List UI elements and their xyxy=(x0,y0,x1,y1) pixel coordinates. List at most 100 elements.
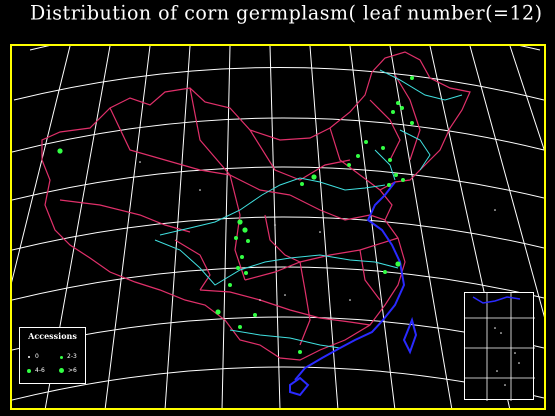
accession-small-point xyxy=(319,231,321,233)
accession-point xyxy=(311,174,317,180)
legend-swatch-4-6 xyxy=(27,369,31,373)
accession-point xyxy=(228,283,232,287)
province-border xyxy=(329,127,381,191)
coast-taiwan xyxy=(402,316,418,355)
accession-small-point xyxy=(274,224,276,226)
legend-label-2-3: 2-3 xyxy=(67,353,77,360)
south-china-sea-inset xyxy=(464,292,535,401)
longitude-lines xyxy=(12,46,544,408)
map-frame xyxy=(10,44,546,410)
inset-island xyxy=(504,384,506,386)
lon-line xyxy=(12,46,71,283)
province-border xyxy=(229,174,246,281)
province-border xyxy=(199,289,371,326)
lon-line xyxy=(104,46,151,408)
accession-point xyxy=(410,121,414,125)
accession-small-points xyxy=(139,161,496,301)
accession-point xyxy=(396,101,400,105)
lat-line-45 xyxy=(12,117,544,153)
accession-point xyxy=(237,219,243,225)
lat-line-40 xyxy=(12,166,544,201)
legend-label-4-6: 4-6 xyxy=(35,367,45,374)
river-songhua xyxy=(399,129,431,171)
accession-small-point xyxy=(139,161,141,163)
province-border xyxy=(394,74,421,161)
province-border xyxy=(249,129,351,181)
accession-point xyxy=(400,106,404,110)
lon-line xyxy=(509,46,544,151)
accession-point xyxy=(388,158,392,162)
lon-line xyxy=(269,46,281,408)
province-border xyxy=(289,194,386,221)
legend-title: Accessions xyxy=(28,331,77,341)
lat-line-30 xyxy=(12,266,544,301)
accession-points xyxy=(57,76,414,354)
legend-label-gt6: >6 xyxy=(68,367,77,374)
inset-island xyxy=(496,370,498,372)
map-title: Distribution of corn germplasm( leaf num… xyxy=(30,1,543,25)
coast-hainan xyxy=(289,376,310,397)
accession-point xyxy=(387,183,391,187)
accession-point xyxy=(242,227,248,233)
accession-point xyxy=(364,140,368,144)
inset-island xyxy=(518,362,520,364)
legend: Accessions 0 2-3 4-6 >6 xyxy=(19,327,86,384)
accession-point xyxy=(394,173,398,177)
accession-point xyxy=(401,178,405,182)
river-heilong xyxy=(379,69,463,101)
accession-point xyxy=(234,236,238,240)
accession-point xyxy=(57,148,63,154)
accession-point xyxy=(215,309,221,315)
inset-coast xyxy=(472,296,521,304)
inset-island xyxy=(500,332,502,334)
accession-point xyxy=(236,266,240,270)
accession-point xyxy=(298,350,302,354)
accession-point xyxy=(238,325,242,329)
accession-small-point xyxy=(494,209,496,211)
accession-point xyxy=(381,146,385,150)
accession-point xyxy=(300,182,304,186)
legend-swatch-0 xyxy=(28,356,30,358)
lat-line-35 xyxy=(12,216,544,251)
accession-point xyxy=(253,313,257,317)
accession-point xyxy=(347,163,351,167)
lat-line-55 xyxy=(29,46,541,51)
accession-small-point xyxy=(199,189,201,191)
accession-point xyxy=(410,76,414,80)
lon-line xyxy=(349,46,396,408)
accession-small-point xyxy=(259,299,261,301)
accession-small-point xyxy=(284,294,286,296)
lon-line xyxy=(389,46,453,408)
province-border xyxy=(244,237,399,281)
province-border xyxy=(264,214,301,263)
inset-island xyxy=(514,352,516,354)
lat-line-50 xyxy=(13,67,544,101)
accession-point xyxy=(356,154,360,158)
accession-point xyxy=(240,255,244,259)
province-border xyxy=(359,249,381,301)
accession-point xyxy=(395,261,401,267)
river-liao xyxy=(374,149,396,181)
accession-point xyxy=(391,110,395,114)
inset-island xyxy=(494,327,496,329)
province-border xyxy=(109,107,231,176)
coastline xyxy=(289,181,418,397)
lon-line xyxy=(469,46,544,318)
river-pearl xyxy=(229,329,341,349)
province-border xyxy=(299,261,311,346)
legend-swatch-2-3 xyxy=(60,356,63,359)
accession-point xyxy=(246,239,250,243)
province-border xyxy=(59,199,191,233)
river-yangtze xyxy=(154,239,399,286)
inset-map xyxy=(465,293,535,401)
legend-swatch-gt6 xyxy=(59,368,64,373)
lon-line xyxy=(221,46,231,408)
province-border xyxy=(369,99,401,161)
rivers xyxy=(154,69,463,349)
province-border xyxy=(189,87,291,196)
coast xyxy=(294,181,406,381)
accession-point xyxy=(244,271,248,275)
province-border xyxy=(174,239,211,291)
river-yellow xyxy=(159,177,386,236)
